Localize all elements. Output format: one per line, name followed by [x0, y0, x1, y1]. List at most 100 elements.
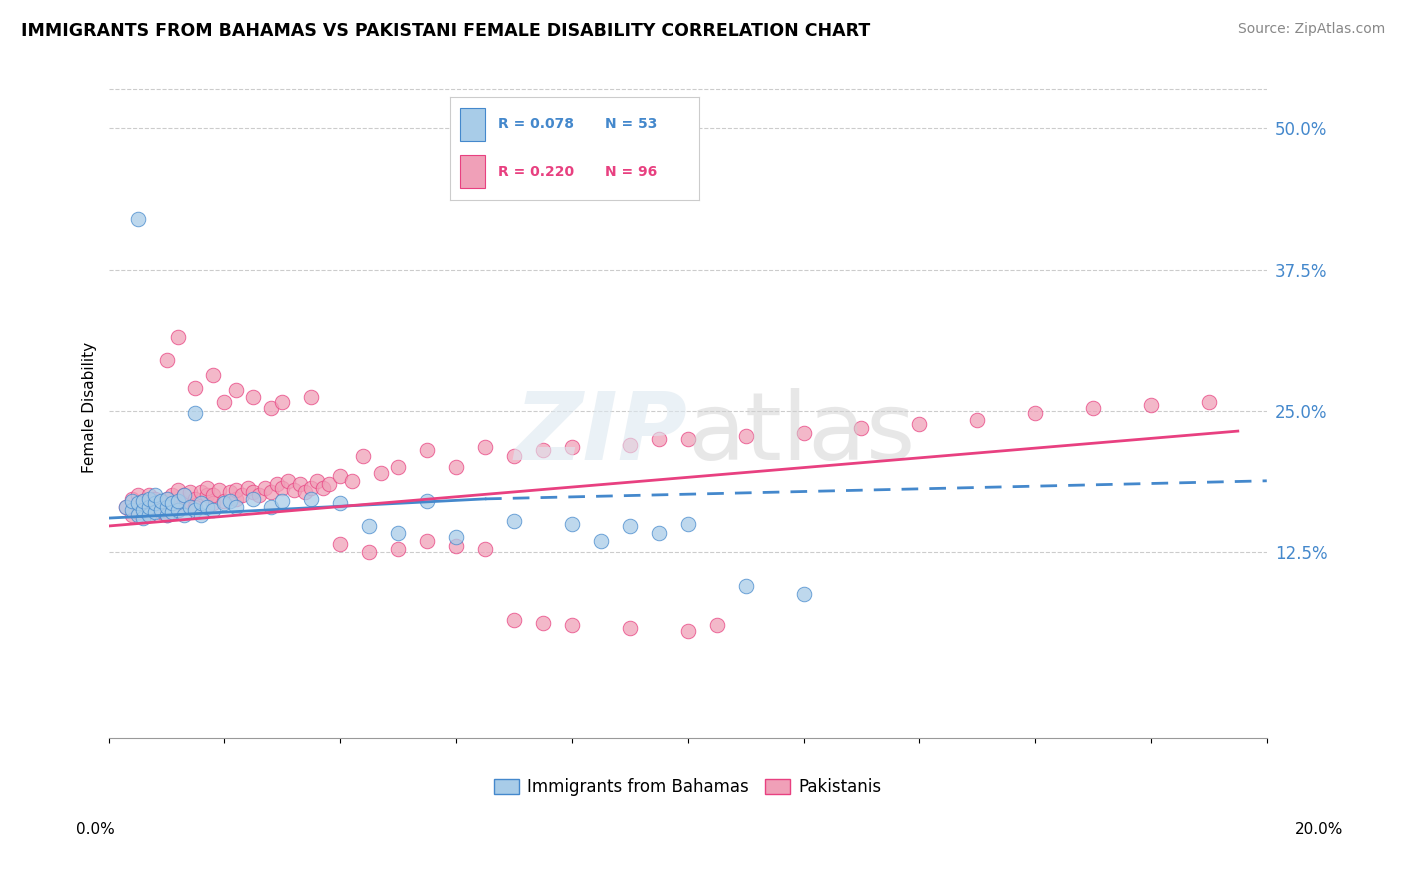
Legend: Immigrants from Bahamas, Pakistanis: Immigrants from Bahamas, Pakistanis — [486, 772, 889, 803]
Point — [676, 624, 699, 638]
Point — [190, 508, 212, 522]
Point — [370, 466, 392, 480]
Point — [277, 474, 299, 488]
Point — [792, 587, 814, 601]
Point — [127, 505, 149, 519]
Point — [271, 481, 294, 495]
Point — [734, 579, 756, 593]
Point — [416, 443, 439, 458]
Point — [266, 477, 288, 491]
Point — [143, 496, 166, 510]
Point — [121, 491, 143, 506]
Point — [318, 477, 340, 491]
Point — [201, 368, 224, 382]
Point — [219, 494, 242, 508]
Point — [167, 483, 190, 497]
Point — [143, 488, 166, 502]
Text: Source: ZipAtlas.com: Source: ZipAtlas.com — [1237, 22, 1385, 37]
Point — [225, 483, 247, 497]
Point — [195, 500, 218, 514]
Point — [260, 485, 283, 500]
Point — [231, 488, 253, 502]
Point — [219, 485, 242, 500]
Point — [648, 432, 671, 446]
Point — [179, 500, 201, 514]
Point — [184, 491, 207, 506]
Point — [132, 494, 155, 508]
Point — [444, 460, 467, 475]
Point — [416, 494, 439, 508]
Point — [294, 485, 316, 500]
Point — [851, 420, 873, 434]
Point — [214, 494, 236, 508]
Point — [299, 491, 322, 506]
Y-axis label: Female Disability: Female Disability — [83, 343, 97, 474]
Point — [387, 460, 409, 475]
Text: 20.0%: 20.0% — [1295, 822, 1343, 837]
Point — [676, 432, 699, 446]
Point — [260, 401, 283, 416]
Point — [155, 500, 177, 514]
Text: ZIP: ZIP — [515, 388, 688, 481]
Point — [1140, 398, 1163, 412]
Point — [503, 449, 526, 463]
Point — [387, 525, 409, 540]
Point — [190, 496, 212, 510]
Text: 0.0%: 0.0% — [76, 822, 115, 837]
Point — [531, 443, 554, 458]
Point — [155, 508, 177, 522]
Point — [561, 440, 583, 454]
Point — [474, 440, 496, 454]
Point — [312, 481, 335, 495]
Point — [201, 488, 224, 502]
Point — [195, 481, 218, 495]
Point — [162, 500, 184, 514]
Point — [242, 485, 264, 500]
Point — [162, 488, 184, 502]
Point — [242, 491, 264, 506]
Point — [155, 491, 177, 506]
Point — [162, 505, 184, 519]
Text: atlas: atlas — [688, 388, 915, 481]
Point — [155, 352, 177, 367]
Point — [619, 621, 641, 635]
Point — [143, 491, 166, 506]
Point — [444, 539, 467, 553]
Point — [416, 533, 439, 548]
Point — [115, 500, 138, 514]
Point — [283, 483, 305, 497]
Point — [1198, 394, 1220, 409]
Point — [561, 516, 583, 531]
Point — [352, 449, 374, 463]
Point — [387, 541, 409, 556]
Point — [138, 508, 160, 522]
Point — [225, 491, 247, 506]
Point — [173, 508, 195, 522]
Point — [531, 616, 554, 631]
Point — [132, 503, 155, 517]
Point — [132, 511, 155, 525]
Point — [143, 500, 166, 514]
Point — [1024, 406, 1046, 420]
Point — [179, 500, 201, 514]
Point — [299, 481, 322, 495]
Point — [127, 508, 149, 522]
Point — [359, 545, 381, 559]
Point — [444, 530, 467, 544]
Point — [359, 519, 381, 533]
Point — [138, 500, 160, 514]
Point — [167, 330, 190, 344]
Point — [474, 541, 496, 556]
Point — [179, 485, 201, 500]
Point — [149, 503, 172, 517]
Point — [503, 613, 526, 627]
Point — [225, 500, 247, 514]
Point — [561, 618, 583, 632]
Point — [138, 508, 160, 522]
Point — [167, 503, 190, 517]
Point — [247, 488, 270, 502]
Point — [1081, 401, 1104, 416]
Point — [589, 533, 612, 548]
Point — [121, 494, 143, 508]
Point — [155, 508, 177, 522]
